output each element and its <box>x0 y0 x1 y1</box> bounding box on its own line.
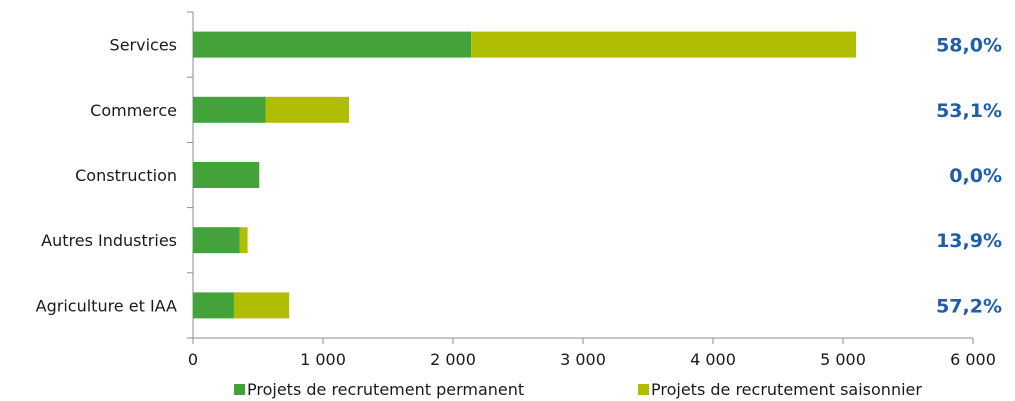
legend-saisonnier-swatch <box>638 384 649 395</box>
category-label: Construction <box>75 166 177 185</box>
chart-axes <box>187 11 973 339</box>
bar-permanent <box>193 31 472 58</box>
category-label: Agriculture et IAA <box>36 296 177 315</box>
percentage-label: 53,1% <box>936 100 1002 122</box>
legend-saisonnier-label: Projets de recrutement saisonnier <box>651 380 922 399</box>
percentage-label: 57,2% <box>936 295 1002 317</box>
x-tick-label: 6 000 <box>950 350 996 369</box>
percentage-label: 58,0% <box>936 35 1002 57</box>
legend-permanent-label: Projets de recrutement permanent <box>247 380 524 399</box>
x-tick-label: 0 <box>188 350 198 369</box>
x-axis-ticks: 0 1 000 2 000 3 000 4 000 5 000 6 000 <box>188 338 996 369</box>
legend-permanent-swatch <box>234 384 245 395</box>
chart-legend: Projets de recrutement permanent Projets … <box>234 380 922 399</box>
category-label: Autres Industries <box>41 231 177 250</box>
x-tick-label: 3 000 <box>560 350 606 369</box>
bar-permanent <box>193 227 240 254</box>
x-tick-label: 1 000 <box>300 350 346 369</box>
x-tick-label: 2 000 <box>430 350 476 369</box>
category-label: Commerce <box>90 101 177 120</box>
bar-saisonnier <box>239 227 248 254</box>
bar-permanent <box>193 292 234 319</box>
bar-saisonnier <box>233 292 290 319</box>
percentage-label: 13,9% <box>936 230 1002 252</box>
category-label: Services <box>110 36 177 55</box>
x-tick-label: 4 000 <box>690 350 736 369</box>
bar-permanent <box>193 96 266 123</box>
percentage-label: 0,0% <box>949 165 1002 187</box>
percentage-labels: 58,0% 53,1% 0,0% 13,9% 57,2% <box>936 35 1002 318</box>
bar-permanent <box>193 162 260 188</box>
chart-bars <box>193 31 856 319</box>
bar-saisonnier <box>471 31 856 58</box>
x-tick-label: 5 000 <box>820 350 866 369</box>
bar-saisonnier <box>265 96 349 123</box>
category-labels: Services Commerce Construction Autres Indus… <box>36 36 177 316</box>
